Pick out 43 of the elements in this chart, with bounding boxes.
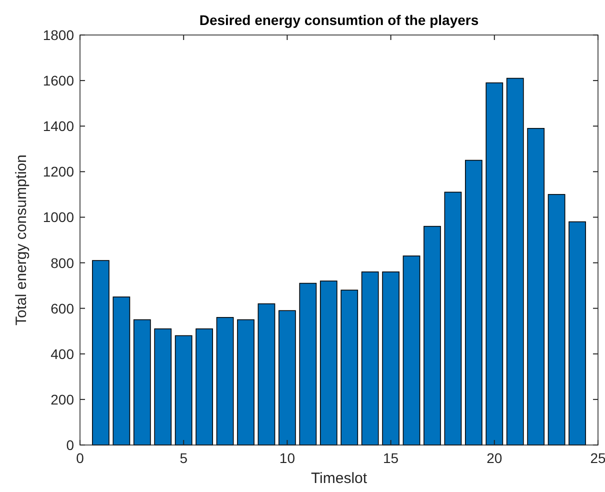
x-tick-label: 20 [486,450,502,466]
x-axis-title: Timeslot [310,470,368,487]
bar [506,78,524,446]
bar [258,303,276,446]
y-tick-label: 1800 [42,27,74,43]
bar [237,319,254,446]
x-tick-label: 15 [383,450,399,466]
bar [92,260,110,446]
y-tick-label: 1000 [42,209,74,226]
bar [464,160,482,446]
y-tick-label: 1600 [42,72,74,89]
bar [154,328,172,446]
bar [133,319,151,446]
bar [382,271,400,446]
y-tick-label: 1400 [42,118,74,134]
x-tick-label: 5 [180,450,188,466]
bar [548,194,566,446]
bar [299,282,317,446]
bar [216,317,234,446]
bar [278,310,296,446]
bar [340,290,358,446]
x-tick-label: 10 [279,450,296,466]
x-tick-label: 0 [76,450,84,466]
y-tick-label: 200 [50,391,74,408]
bar [444,192,462,446]
y-tick-label: 800 [50,254,74,271]
bar [361,271,379,446]
bar [568,221,586,446]
bar [424,226,441,446]
y-tick-label: 1200 [42,164,74,180]
bar [174,335,192,446]
bar [112,296,130,446]
y-tick-label: 0 [66,437,74,453]
bar [402,256,420,446]
bar [486,82,504,446]
chart-title: Desired energy consumtion of the players [199,12,479,28]
y-tick-label: 400 [50,346,74,362]
bar [527,128,545,446]
bar [196,328,214,446]
bar [320,280,338,446]
x-tick-label: 25 [590,450,605,466]
y-axis-title: Total energy consumption [13,154,30,326]
y-tick-label: 600 [50,300,74,316]
